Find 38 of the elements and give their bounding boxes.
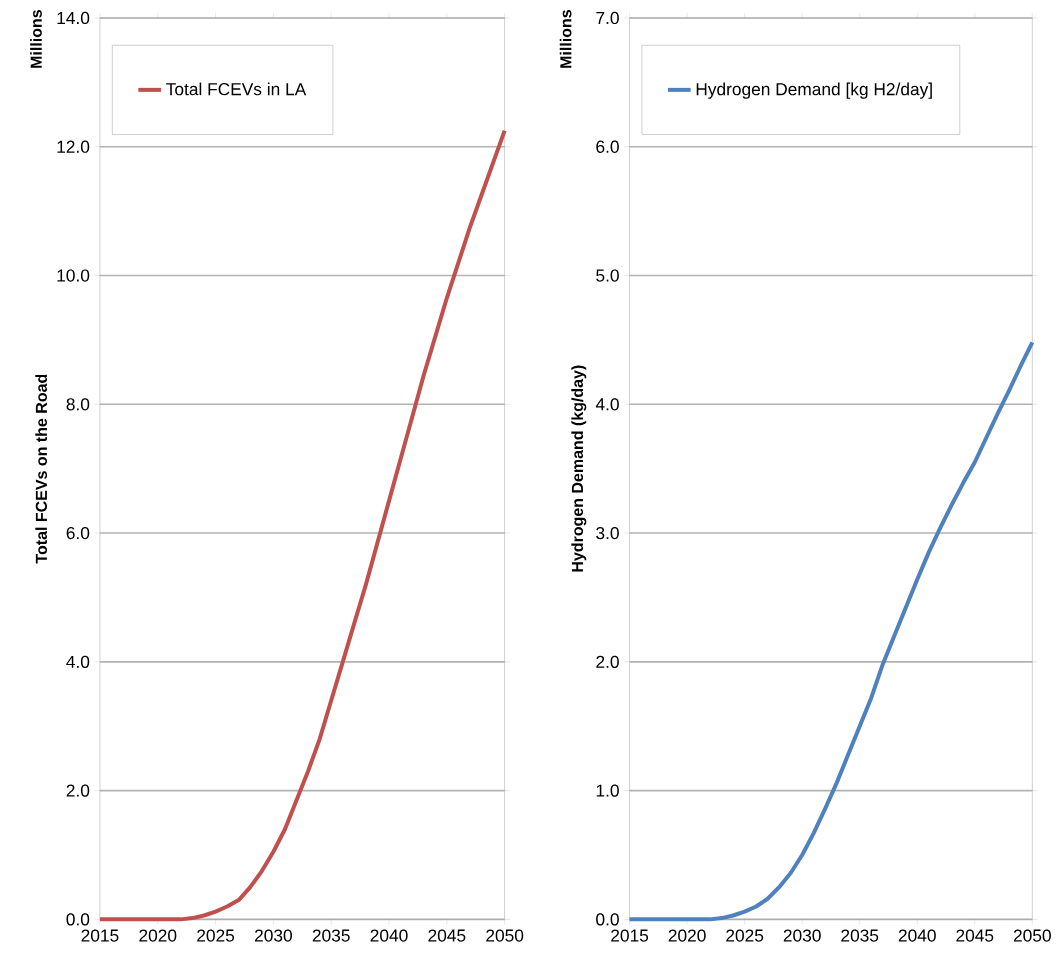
text: Millions: [559, 9, 572, 68]
x-tick-label: 2030: [254, 929, 292, 942]
y-axis-title: Total FCEVs on the Road: [35, 374, 48, 564]
legend-label: Hydrogen Demand [kg H2/day]: [696, 82, 932, 99]
y-tick-label: 2.0: [66, 784, 90, 797]
x-tick-label: 2035: [312, 929, 350, 942]
y-axis-title: Hydrogen Demand (kg/day): [571, 365, 587, 572]
y-tick-label: 6.0: [66, 526, 90, 540]
x-tick-label: 2035: [841, 929, 879, 942]
y-tick-label: 14.0: [57, 11, 90, 24]
y-tick-label: 2.0: [596, 655, 619, 668]
x-tick-label: 2040: [898, 929, 936, 942]
y-tick-label: 0.0: [66, 913, 90, 926]
x-tick-label: 2045: [956, 929, 994, 942]
x-tick-label: 2020: [668, 929, 706, 942]
y-tick-label: 5.0: [596, 269, 619, 282]
x-tick-label: 2015: [81, 929, 119, 942]
x-tick-label: 2050: [1013, 929, 1051, 942]
x-tick-label: 2025: [197, 929, 235, 942]
y-tick-label: 12.0: [57, 140, 90, 153]
x-tick-label: 2015: [611, 929, 649, 942]
y-tick-label: 7.0: [596, 11, 619, 24]
y-tick-label: 1.0: [596, 784, 619, 797]
y-tick-label: 0.0: [596, 913, 619, 926]
x-tick-label: 2025: [726, 929, 764, 942]
legend-label: Total FCEVs in LA: [166, 82, 307, 96]
y-tick-label: 3.0: [596, 526, 619, 540]
y-tick-label: 6.0: [596, 140, 619, 153]
y-tick-label: 10.0: [57, 269, 90, 282]
x-tick-label: 2050: [486, 929, 524, 942]
y-tick-label: 4.0: [595, 398, 619, 411]
x-tick-label: 2045: [428, 929, 466, 942]
x-tick-label: 2040: [370, 929, 408, 942]
y-tick-label: 4.0: [66, 655, 90, 668]
y-tick-label: 8.0: [66, 397, 90, 411]
x-tick-label: 2030: [783, 929, 821, 942]
text: Millions: [30, 9, 42, 68]
x-tick-label: 2020: [139, 929, 177, 942]
